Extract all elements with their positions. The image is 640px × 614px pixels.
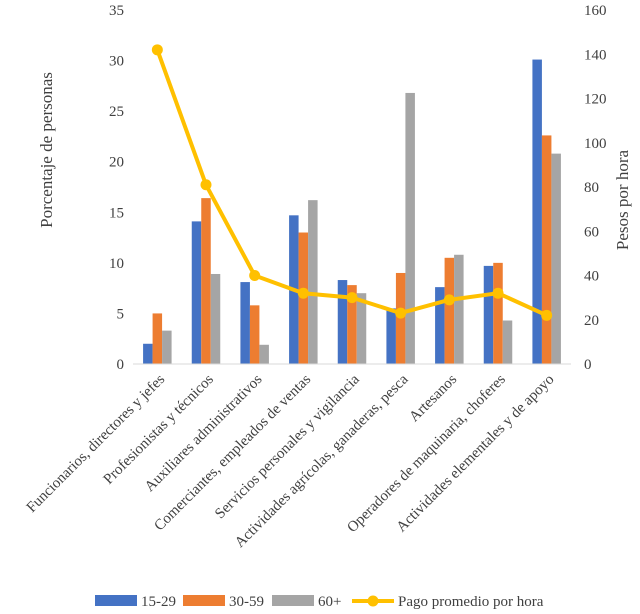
bar-60+-2 xyxy=(259,344,269,364)
legend-label-2: 60+ xyxy=(318,594,341,610)
line-point-6 xyxy=(443,294,455,306)
right-tick-80: 80 xyxy=(584,180,599,196)
category-labels: Funcionarios, directores y jefesProfesio… xyxy=(24,371,558,551)
right-axis-ticks: 0 20 40 60 80 100 120 140 160 xyxy=(584,3,607,373)
right-tick-100: 100 xyxy=(584,136,607,152)
line-point-4 xyxy=(346,292,358,304)
bar-30-59-7 xyxy=(493,262,503,364)
left-tick-30: 30 xyxy=(109,54,124,70)
bar-30-59-0 xyxy=(152,313,163,364)
bars-layer xyxy=(143,59,561,365)
y2-axis-title: Pesos por hora xyxy=(613,150,632,251)
left-tick-10: 10 xyxy=(109,256,124,272)
bar-60+-5 xyxy=(405,92,415,365)
bar-60+-7 xyxy=(502,320,513,364)
bar-15-29-2 xyxy=(240,282,250,364)
left-tick-35: 35 xyxy=(109,3,124,19)
y-axis-title: Porcentaje de personas xyxy=(37,72,56,228)
legend-swatch-15-29 xyxy=(95,595,137,606)
bar-30-59-6 xyxy=(444,257,455,364)
category-label-5: Actividades agrícolas, ganaderas, pesca xyxy=(232,371,412,551)
bar-30-59-2 xyxy=(249,305,260,364)
line-point-5 xyxy=(395,307,407,319)
line-point-8 xyxy=(541,309,553,321)
right-tick-120: 120 xyxy=(584,92,607,108)
legend-label-3: Pago promedio por hora xyxy=(398,594,544,610)
right-tick-140: 140 xyxy=(584,47,607,63)
right-tick-20: 20 xyxy=(584,313,599,329)
right-tick-60: 60 xyxy=(584,224,599,240)
bar-60+-6 xyxy=(454,254,464,364)
legend-label-1: 30-59 xyxy=(229,594,264,610)
bar-60+-3 xyxy=(308,200,318,364)
legend-swatch-30-59 xyxy=(183,595,225,606)
legend-label-0: 15-29 xyxy=(141,594,176,610)
line-point-0 xyxy=(151,44,163,56)
bar-60+-1 xyxy=(210,273,221,364)
bar-60+-8 xyxy=(551,153,561,364)
left-tick-5: 5 xyxy=(117,306,125,322)
line-point-2 xyxy=(249,270,261,281)
bar-60+-0 xyxy=(162,330,172,364)
bar-15-29-8 xyxy=(532,59,542,365)
legend-line-marker xyxy=(367,595,379,607)
left-tick-15: 15 xyxy=(109,205,124,221)
left-tick-20: 20 xyxy=(109,155,124,171)
bar-15-29-0 xyxy=(143,343,153,364)
right-tick-160: 160 xyxy=(584,3,607,19)
bar-30-59-4 xyxy=(347,285,357,364)
line-point-1 xyxy=(200,179,212,191)
bar-30-59-1 xyxy=(201,198,211,364)
bar-30-59-8 xyxy=(541,135,552,364)
left-tick-25: 25 xyxy=(109,104,124,120)
line-layer xyxy=(151,44,553,321)
left-axis-ticks: 0 5 10 15 20 25 30 35 xyxy=(109,3,124,373)
bar-60+-4 xyxy=(356,293,367,364)
legend-swatch-60+ xyxy=(272,595,314,606)
bar-15-29-4 xyxy=(337,280,348,364)
right-tick-40: 40 xyxy=(584,269,599,285)
right-tick-0: 0 xyxy=(584,357,592,373)
bar-15-29-5 xyxy=(386,308,396,364)
line-point-3 xyxy=(297,287,309,299)
legend: 15-29 30-59 60+ Pago promedio por hora xyxy=(95,594,544,610)
line-point-7 xyxy=(492,287,504,299)
bar-15-29-7 xyxy=(483,265,494,364)
left-tick-0: 0 xyxy=(117,357,125,373)
bar-15-29-6 xyxy=(435,287,445,364)
bar-15-29-1 xyxy=(191,221,202,364)
